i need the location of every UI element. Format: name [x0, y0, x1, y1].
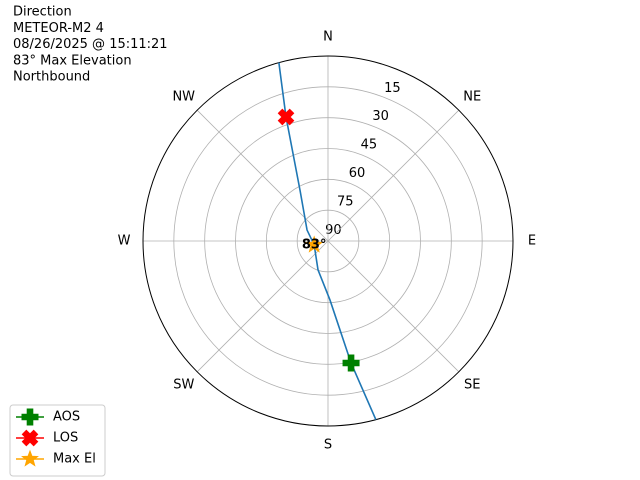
angle-label: W: [118, 234, 131, 249]
angle-label: S: [324, 438, 332, 453]
r-tick-label: 60: [349, 166, 366, 181]
grid-spoke: [196, 240, 329, 373]
legend-label: Max El: [53, 452, 96, 467]
legend-marker: [21, 429, 39, 447]
angle-label: E: [528, 234, 536, 249]
marker-x: [277, 108, 295, 126]
title-line: 83° Max Elevation: [13, 53, 132, 68]
angle-label: N: [323, 30, 333, 45]
title-line: Northbound: [13, 70, 90, 85]
r-tick-label: 15: [384, 81, 401, 96]
title-line: Direction: [13, 5, 72, 20]
r-tick-label: 30: [372, 109, 389, 124]
angle-label: NE: [463, 89, 481, 104]
legend-marker: [21, 449, 39, 467]
grid-spoke: [327, 109, 460, 242]
legend-label: LOS: [53, 431, 78, 446]
legend-marker: [21, 408, 39, 426]
legend: AOS LOS Max El: [9, 404, 106, 477]
legend-label: AOS: [53, 410, 80, 425]
marker-star: [305, 235, 324, 253]
r-tick-label: 75: [337, 195, 354, 210]
marker-plus: [342, 354, 360, 372]
plot-border: [142, 55, 514, 427]
title-line: 08/26/2025 @ 15:11:21: [13, 37, 168, 52]
r-tick-label: 45: [361, 138, 378, 153]
angle-label: NW: [172, 89, 195, 104]
angle-label: SW: [173, 378, 194, 393]
data-label: 83°: [302, 237, 327, 252]
title-line: METEOR-M2 4: [13, 21, 104, 36]
grid-spoke: [327, 240, 460, 373]
angle-label: SE: [464, 378, 480, 393]
r-tick-label: 90: [325, 223, 342, 238]
grid-spoke: [196, 109, 329, 242]
